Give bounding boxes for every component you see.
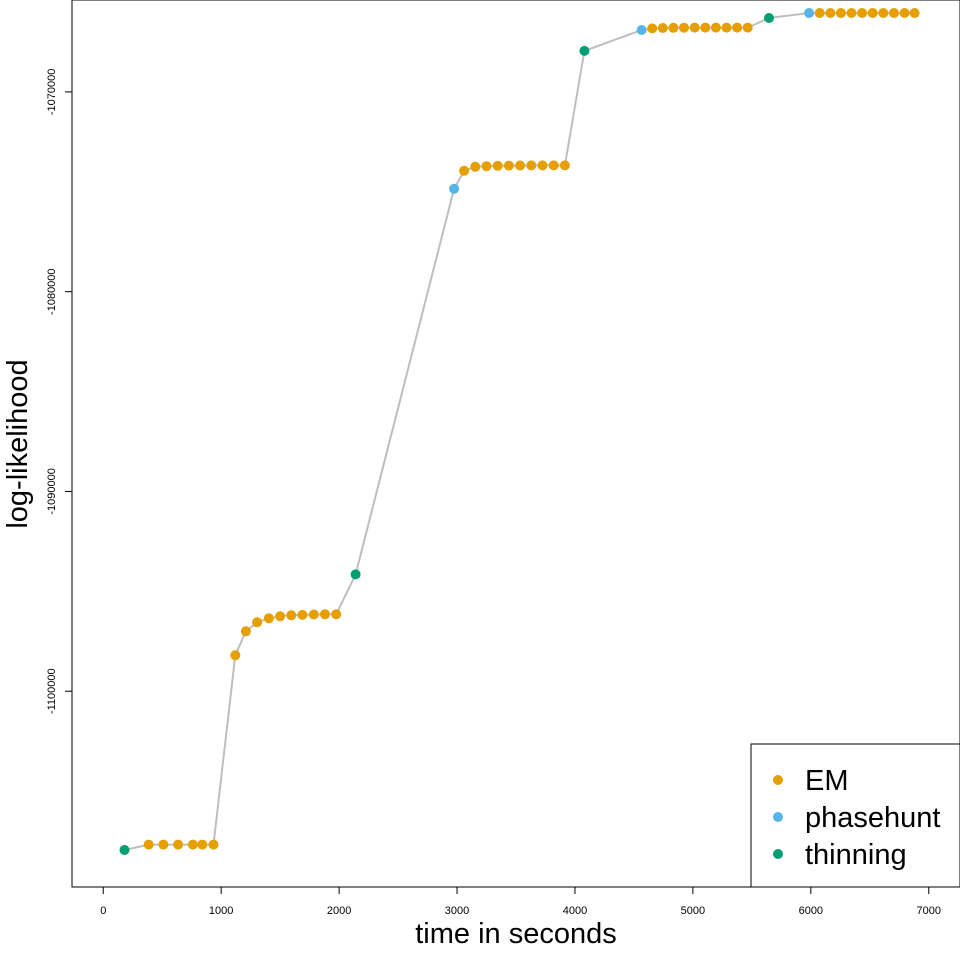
y-tick-label: -1080000: [46, 268, 58, 315]
x-axis: 0 1000 2000 3000 4000 5000 6000 7000: [100, 886, 941, 917]
data-point-em: [889, 8, 899, 18]
data-point-em: [230, 650, 241, 661]
data-point-thinning: [579, 45, 590, 56]
data-point-em: [689, 22, 700, 33]
x-axis-title: time in seconds: [415, 918, 617, 950]
data-point-em: [548, 160, 559, 171]
data-point-em: [275, 611, 286, 622]
x-tick-label: 2000: [327, 905, 351, 917]
x-tick-label: 5000: [681, 905, 705, 917]
data-point-em: [158, 839, 169, 850]
y-axis-title: log-likelihood: [2, 359, 34, 528]
data-point-em: [143, 839, 154, 850]
data-point-em: [721, 22, 732, 33]
x-tick-label: 4000: [563, 905, 587, 917]
data-point-thinning: [119, 845, 130, 855]
data-point-phasehunt: [636, 25, 647, 35]
data-point-em: [208, 839, 219, 850]
legend-label-thinning: thinning: [805, 839, 907, 871]
data-point-em: [187, 839, 198, 850]
data-point-em: [878, 8, 889, 18]
data-point-em: [700, 22, 711, 33]
y-tick-label: -1100000: [46, 668, 58, 714]
data-point-em: [263, 613, 274, 624]
data-point-em: [710, 22, 721, 33]
data-point-em: [732, 22, 743, 33]
data-point-em: [173, 839, 184, 850]
x-tick-label: 7000: [917, 905, 941, 917]
data-point-phasehunt: [804, 8, 815, 18]
legend-box: [750, 743, 960, 888]
legend-marker-em: [773, 775, 783, 785]
data-point-thinning: [764, 13, 774, 23]
legend-label-em: EM: [805, 765, 849, 797]
data-point-em: [459, 165, 470, 176]
data-point-em: [515, 160, 526, 171]
legend-label-phasehunt: phasehunt: [805, 802, 940, 834]
data-point-em: [503, 160, 514, 171]
data-point-em: [252, 617, 263, 628]
legend-marker-thinning: [773, 849, 783, 859]
data-point-em: [647, 23, 658, 34]
legend: EM phasehunt thinning: [750, 743, 960, 888]
y-tick-label: -1070000: [46, 69, 58, 116]
data-point-phasehunt: [449, 183, 460, 194]
y-tick-label: -1090000: [46, 468, 58, 515]
connecting-line: [124, 12, 915, 851]
x-tick-label: 6000: [799, 905, 823, 917]
data-point-em: [286, 610, 297, 621]
data-point-em: [320, 609, 330, 620]
data-points-layer: [119, 8, 920, 855]
data-point-em: [668, 22, 679, 33]
data-point-em: [537, 160, 548, 171]
y-axis: -1100000 -1090000 -1080000 -1070000: [46, 69, 73, 714]
x-tick-label: 3000: [445, 905, 469, 917]
data-point-em: [909, 8, 920, 18]
data-point-em: [297, 609, 308, 620]
data-point-em: [492, 160, 503, 171]
data-point-thinning: [350, 569, 361, 580]
data-point-em: [899, 8, 910, 18]
data-point-em: [197, 839, 208, 850]
data-point-em: [470, 161, 481, 172]
data-point-em: [835, 8, 846, 18]
data-point-em: [240, 626, 251, 637]
data-point-em: [679, 22, 689, 33]
data-point-em: [857, 8, 868, 18]
data-point-em: [742, 22, 753, 33]
data-point-em: [308, 609, 319, 620]
data-point-em: [846, 8, 857, 18]
data-point-em: [657, 23, 668, 33]
connecting-line-layer: [124, 12, 915, 851]
legend-marker-phasehunt: [773, 812, 783, 822]
data-point-em: [526, 160, 537, 171]
data-point-em: [559, 160, 570, 171]
x-tick-label: 1000: [209, 905, 233, 917]
data-point-em: [481, 161, 492, 172]
data-point-em: [867, 8, 878, 18]
data-point-em: [825, 8, 836, 18]
data-point-em: [331, 609, 342, 620]
x-tick-label: 0: [100, 905, 106, 917]
data-point-em: [814, 8, 825, 18]
